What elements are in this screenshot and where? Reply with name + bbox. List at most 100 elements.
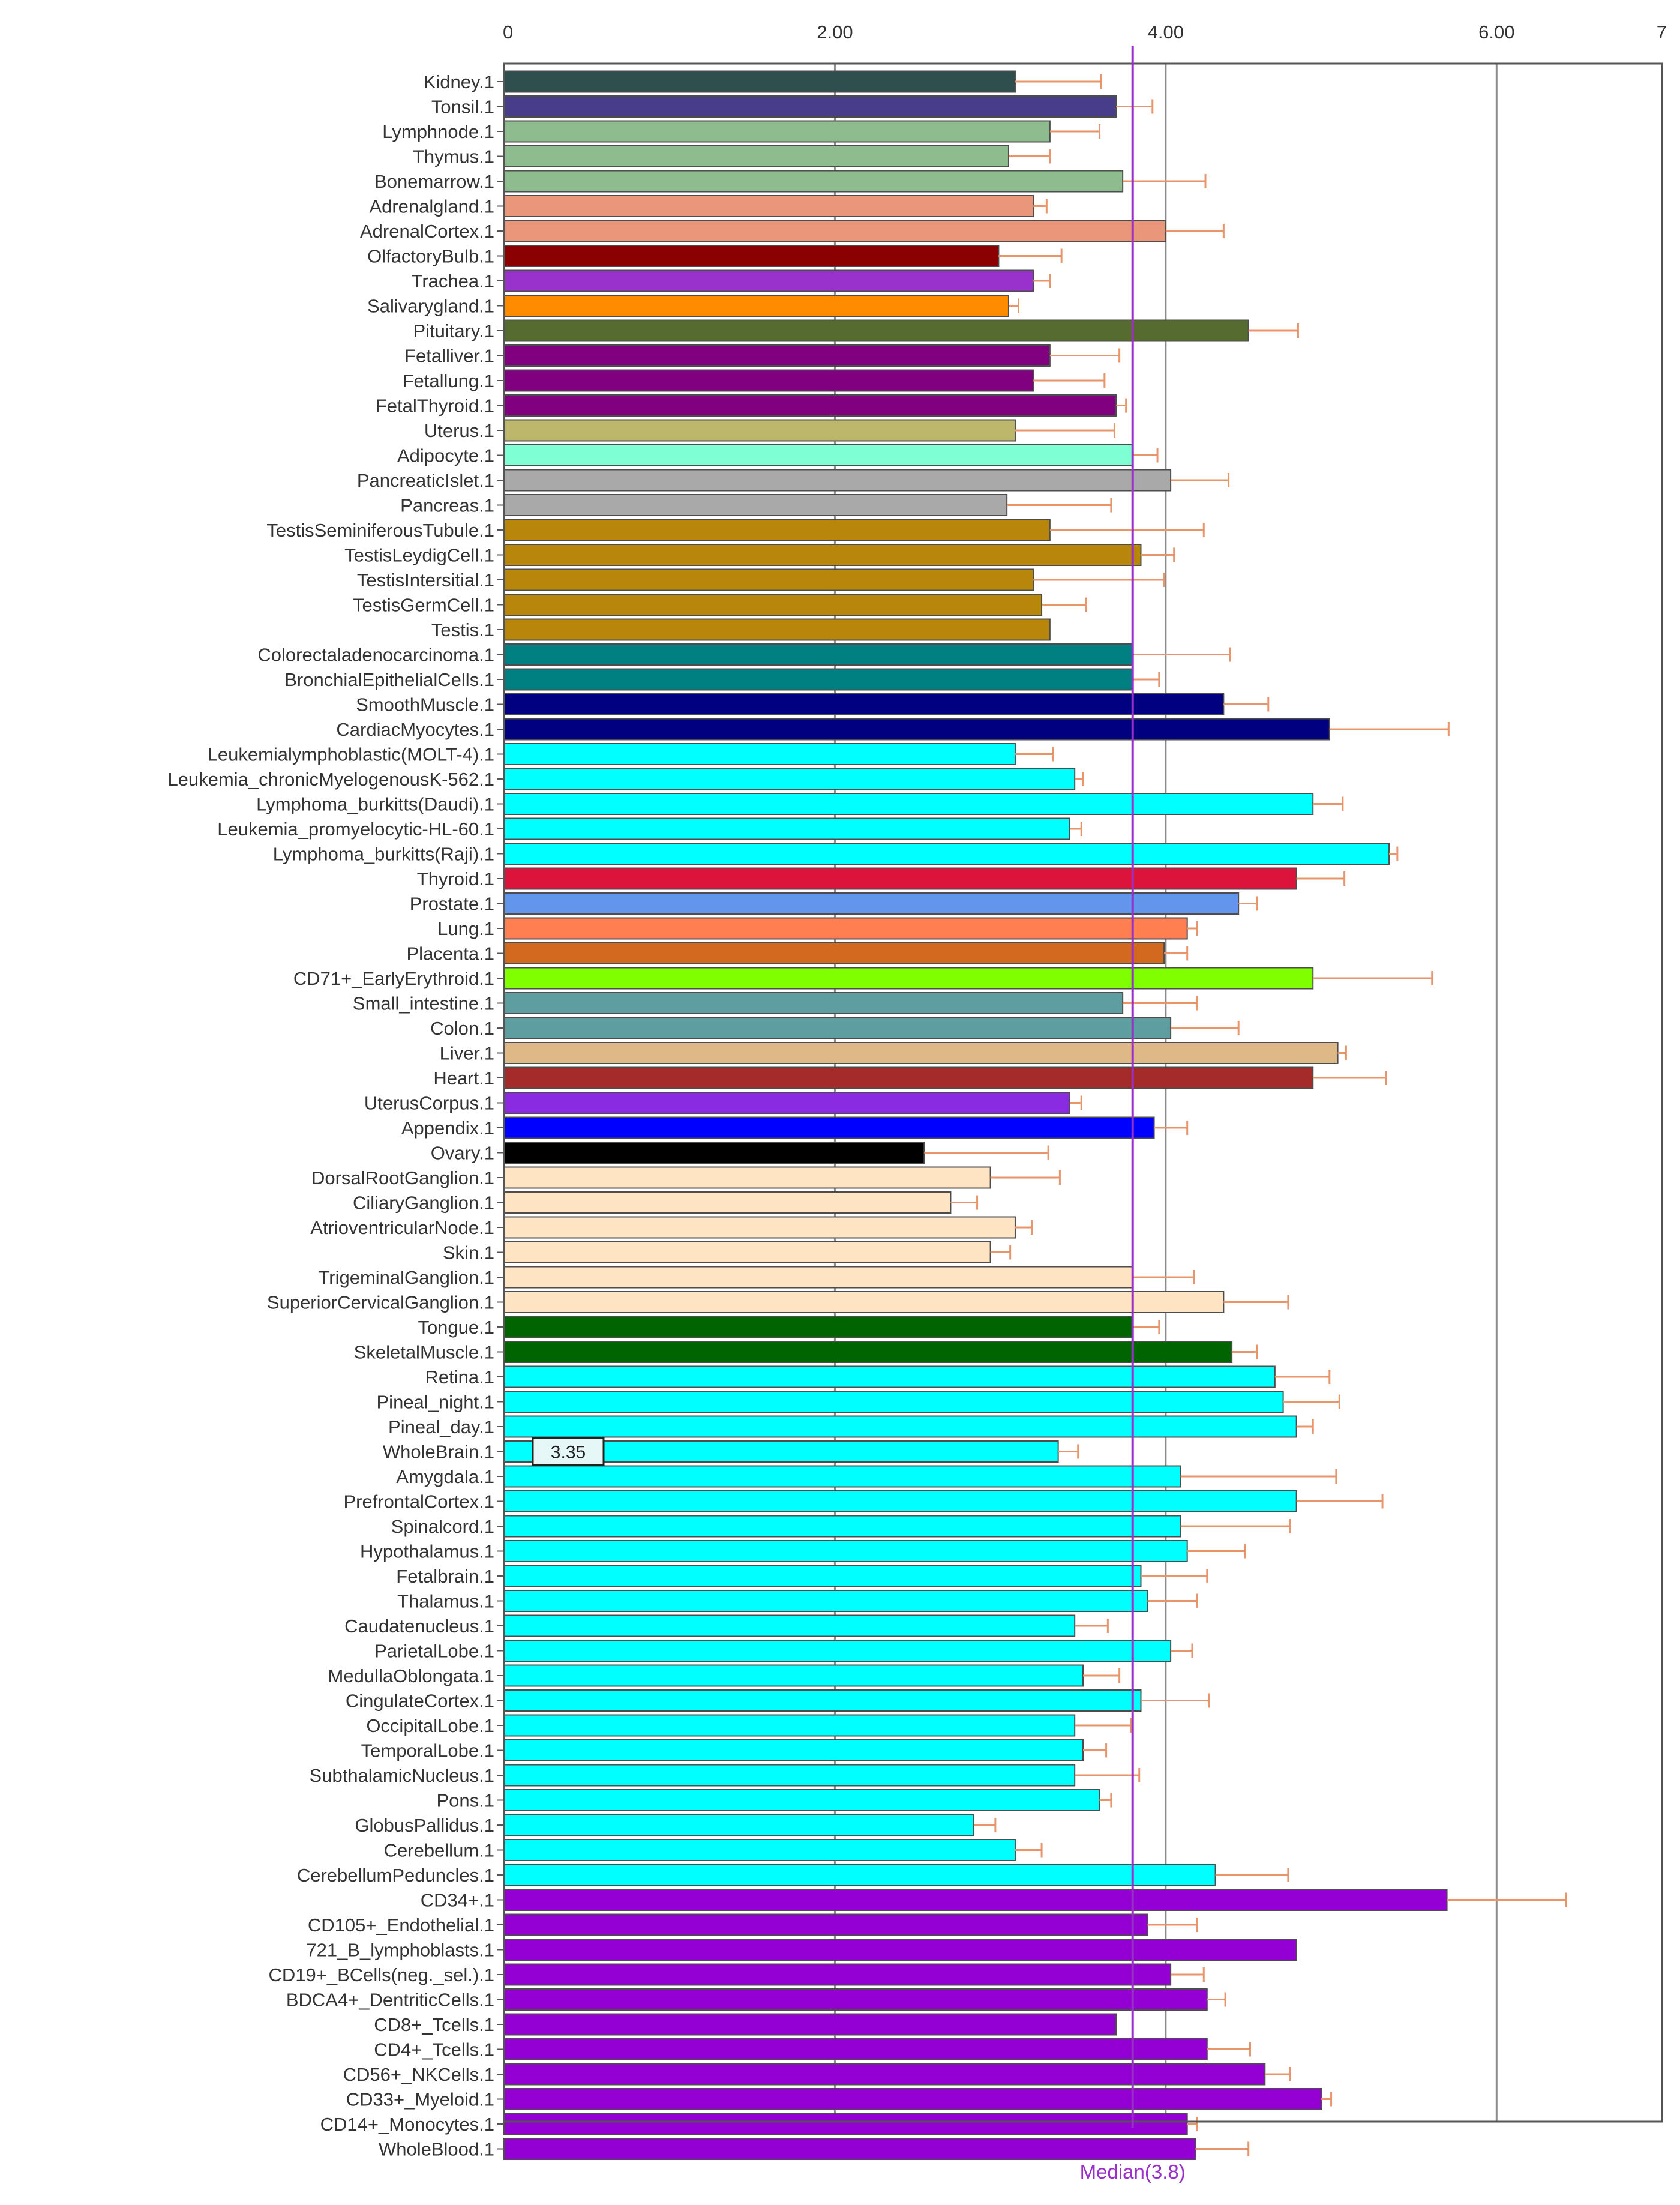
bar[interactable] xyxy=(503,1739,1084,1761)
bar[interactable] xyxy=(503,867,1297,890)
bar[interactable] xyxy=(503,2113,1188,2135)
bar[interactable] xyxy=(503,1191,952,1214)
bar[interactable] xyxy=(503,1042,1339,1064)
bar[interactable] xyxy=(503,1714,1076,1737)
bar[interactable] xyxy=(503,967,1314,990)
category-label: UterusCorpus.1 xyxy=(364,1093,494,1114)
category-label: Lymphoma_burkitts(Daudi).1 xyxy=(256,794,494,815)
bar[interactable] xyxy=(503,145,1009,167)
bar[interactable] xyxy=(503,544,1142,566)
bar[interactable] xyxy=(503,170,1124,193)
bar[interactable] xyxy=(503,1864,1216,1886)
bar[interactable] xyxy=(503,2138,1196,2160)
bar[interactable] xyxy=(503,668,1133,691)
bar[interactable] xyxy=(503,120,1051,143)
category-label: GlobusPallidus.1 xyxy=(355,1815,494,1836)
category-label: Colon.1 xyxy=(430,1018,494,1039)
bar[interactable] xyxy=(503,718,1330,741)
bar[interactable] xyxy=(503,394,1117,417)
bar[interactable] xyxy=(503,1391,1284,1413)
bar[interactable] xyxy=(503,519,1051,541)
x-axis-ticks-group: 0 2.00 4.00 6.00 7 xyxy=(503,22,1667,43)
bar[interactable] xyxy=(503,1092,1070,1114)
bar[interactable] xyxy=(503,1490,1297,1512)
category-label: Thyroid.1 xyxy=(417,868,494,889)
bar[interactable] xyxy=(503,1216,1016,1239)
bar[interactable] xyxy=(503,743,1016,765)
bar[interactable] xyxy=(503,643,1133,666)
bar[interactable] xyxy=(503,1789,1100,1811)
bar[interactable] xyxy=(503,1291,1225,1313)
bar[interactable] xyxy=(503,992,1124,1014)
bar[interactable] xyxy=(503,793,1314,815)
bar[interactable] xyxy=(503,1814,975,1836)
category-label: Leukemia_chronicMyelogenousK-562.1 xyxy=(167,769,494,790)
bar[interactable] xyxy=(503,2063,1266,2086)
bar[interactable] xyxy=(503,917,1188,940)
bar[interactable] xyxy=(503,444,1133,466)
bar[interactable] xyxy=(503,469,1172,492)
bar[interactable] xyxy=(503,1365,1276,1388)
bar[interactable] xyxy=(503,1664,1084,1687)
bar[interactable] xyxy=(503,1017,1172,1039)
bar[interactable] xyxy=(503,817,1070,840)
bar[interactable] xyxy=(503,269,1034,292)
bar[interactable] xyxy=(503,1565,1142,1587)
bar[interactable] xyxy=(503,1142,925,1164)
bar[interactable] xyxy=(503,319,1249,342)
bar[interactable] xyxy=(503,1316,1133,1338)
bar[interactable] xyxy=(503,1066,1314,1089)
bar[interactable] xyxy=(503,1590,1148,1612)
bar[interactable] xyxy=(503,693,1225,715)
category-label: Skin.1 xyxy=(443,1242,494,1263)
bar[interactable] xyxy=(503,1540,1188,1562)
bar[interactable] xyxy=(503,95,1117,118)
bar[interactable] xyxy=(503,419,1016,442)
bar[interactable] xyxy=(503,1689,1142,1712)
bar[interactable] xyxy=(503,1963,1172,1986)
bar[interactable] xyxy=(503,70,1016,93)
bar[interactable] xyxy=(503,1988,1208,2011)
bar[interactable] xyxy=(503,1640,1172,1662)
bar[interactable] xyxy=(503,195,1034,217)
bar[interactable] xyxy=(503,1515,1181,1538)
bar[interactable] xyxy=(503,2088,1322,2110)
bar[interactable] xyxy=(503,1839,1016,1861)
bar[interactable] xyxy=(503,1465,1181,1488)
bar[interactable] xyxy=(503,295,1009,317)
bar[interactable] xyxy=(503,568,1034,591)
bar[interactable] xyxy=(503,618,1051,641)
bar[interactable] xyxy=(503,892,1240,915)
category-label: Thymus.1 xyxy=(413,146,494,167)
bar[interactable] xyxy=(503,768,1076,790)
category-label: Lymphnode.1 xyxy=(382,121,494,142)
bar[interactable] xyxy=(503,1266,1133,1289)
bar[interactable] xyxy=(503,369,1034,392)
category-label: Pineal_night.1 xyxy=(377,1392,495,1413)
bar[interactable] xyxy=(503,1939,1297,1961)
bar[interactable] xyxy=(503,494,1008,516)
bar[interactable] xyxy=(503,1913,1148,1936)
bar[interactable] xyxy=(503,1166,991,1189)
bar[interactable] xyxy=(503,220,1166,242)
category-label: Adipocyte.1 xyxy=(397,445,494,466)
bar[interactable] xyxy=(503,1614,1076,1637)
bar[interactable] xyxy=(503,1241,991,1263)
bar[interactable] xyxy=(503,1341,1233,1363)
bar[interactable] xyxy=(503,1415,1297,1438)
bar[interactable] xyxy=(503,2038,1208,2060)
category-label: CD8+_Tcells.1 xyxy=(374,2014,494,2035)
bar[interactable] xyxy=(503,1116,1155,1139)
bar[interactable] xyxy=(503,942,1165,964)
bar[interactable] xyxy=(503,2013,1117,2036)
bar[interactable] xyxy=(503,344,1051,367)
x-tick-label: 7 xyxy=(1657,22,1667,43)
bar[interactable] xyxy=(503,245,1000,267)
category-label: Heart.1 xyxy=(433,1068,494,1089)
category-label: CingulateCortex.1 xyxy=(346,1691,494,1712)
bar[interactable] xyxy=(503,843,1390,865)
category-label: OccipitalLobe.1 xyxy=(366,1715,494,1736)
bar[interactable] xyxy=(503,1764,1076,1787)
bar[interactable] xyxy=(503,594,1043,616)
bar[interactable] xyxy=(503,1889,1448,1911)
